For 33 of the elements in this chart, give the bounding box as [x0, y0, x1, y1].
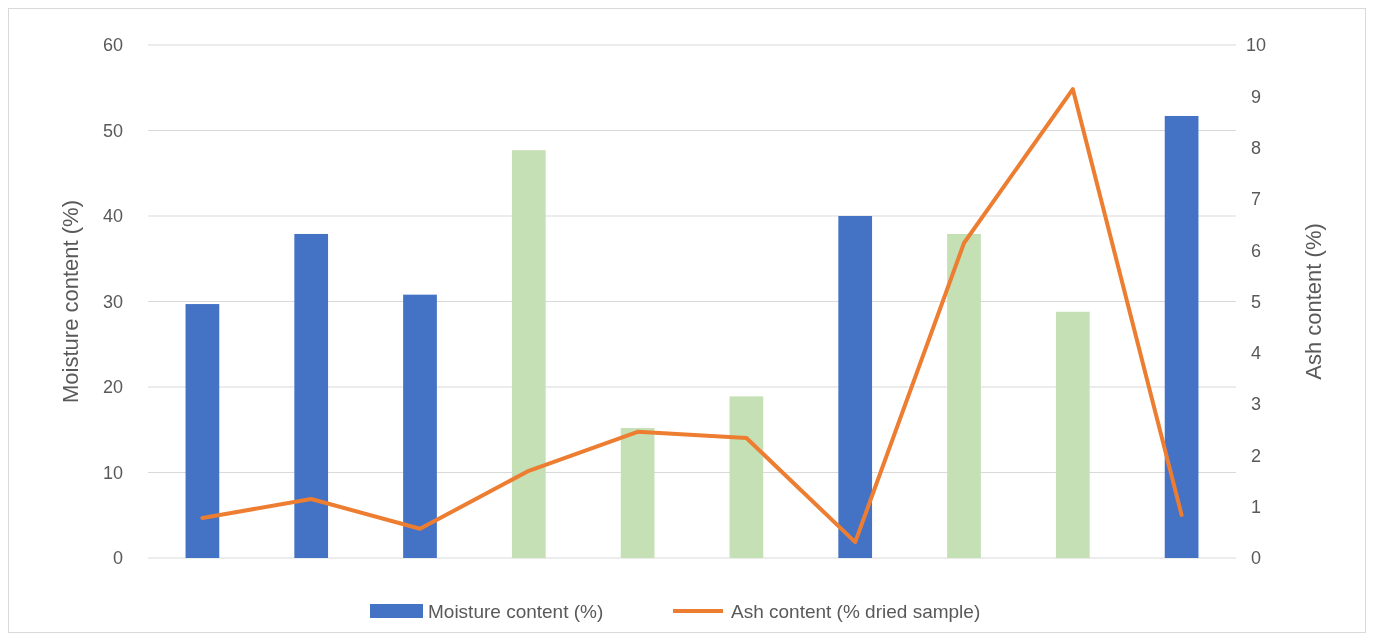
bar: [620, 428, 655, 558]
y2-tick-label: 4: [1250, 343, 1262, 364]
y2-tick-label: 10: [1245, 35, 1267, 56]
y-tick-label: 60: [102, 35, 123, 56]
y2-tick-label: 0: [1250, 548, 1262, 569]
y-tick-label: 30: [102, 291, 123, 312]
bar: [729, 396, 764, 558]
y-tick-label: 10: [102, 462, 123, 483]
y2-tick-label: 9: [1250, 86, 1262, 107]
y2-tick-label: 5: [1250, 291, 1262, 312]
y-axis-title: Moisture content (%): [58, 200, 83, 403]
bar: [294, 233, 329, 558]
y2-tick-label: 2: [1250, 445, 1262, 466]
y2-tick-label: 8: [1250, 137, 1262, 158]
y2-tick-label: 3: [1250, 394, 1262, 415]
y-tick-label: 50: [102, 120, 123, 141]
bar: [403, 294, 437, 558]
line-series: [200, 87, 1184, 545]
y-tick-label: 40: [102, 206, 123, 227]
y2-tick-label: 1: [1250, 497, 1262, 517]
bar: [185, 304, 220, 558]
y-tick-label: 0: [112, 548, 123, 569]
bar: [1164, 115, 1199, 558]
bar: [511, 150, 546, 558]
y2-tick-label: 7: [1250, 189, 1262, 210]
legend-label: Moisture content (%): [428, 600, 604, 622]
y-tick-label: 20: [102, 377, 123, 398]
y2-axis-title: Ash content (%): [1301, 223, 1326, 380]
bar: [838, 216, 873, 558]
bar: [947, 233, 981, 558]
bar: [1055, 311, 1090, 558]
y2-tick-label: 6: [1250, 240, 1262, 261]
legend-label: Ash content (% dried sample): [731, 600, 981, 622]
